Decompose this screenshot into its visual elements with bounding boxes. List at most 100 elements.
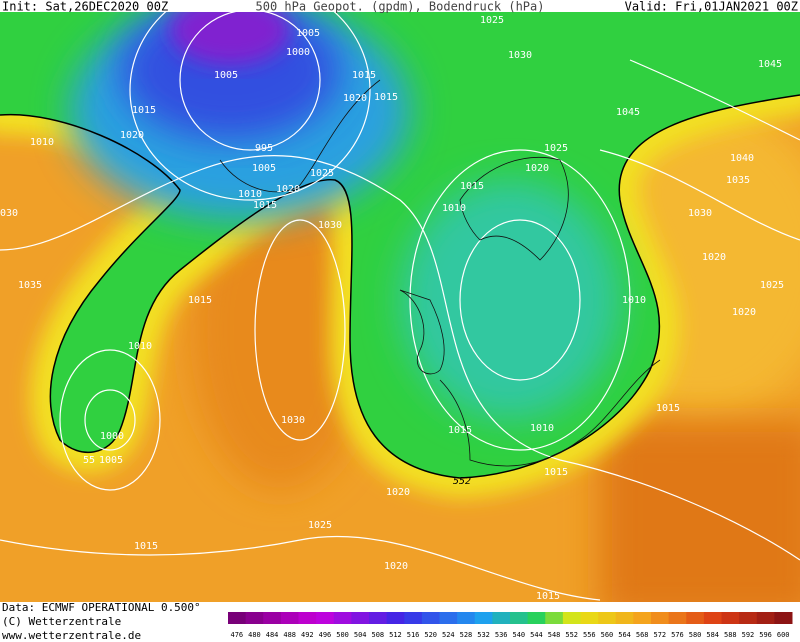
contour-label: 1000 — [286, 47, 310, 58]
contour-label: 1010 — [442, 203, 466, 214]
contour-label: 1015 — [253, 200, 277, 211]
colorbar-cell — [527, 612, 546, 624]
colorbar-cell — [263, 612, 282, 624]
colorbar-cell — [280, 612, 299, 624]
colorbar-label: 544 — [530, 631, 543, 639]
colorbar-label: 600 — [777, 631, 790, 639]
contour-label: 1000 — [100, 431, 124, 442]
colorbar-cell — [333, 612, 352, 624]
colorbar-label: 576 — [671, 631, 684, 639]
contour-label: 1025 — [760, 280, 784, 291]
colorbar-cell — [298, 612, 317, 624]
colorbar-label: 548 — [548, 631, 561, 639]
colorbar-cell — [615, 612, 634, 624]
map-title: 500 hPa Geopot. (gpdm), Bodendruck (hPa) — [256, 0, 545, 14]
colorbar-cell — [562, 612, 581, 624]
colorbar-label: 540 — [512, 631, 525, 639]
contour-label: 1005 — [99, 455, 123, 466]
contour-label: 1020 — [386, 487, 410, 498]
contour-label: 1010 — [622, 295, 646, 306]
colorbar-label: 528 — [460, 631, 473, 639]
colorbar-cell — [351, 612, 370, 624]
contour-label: 1020 — [525, 163, 549, 174]
colorbar-label: 532 — [477, 631, 490, 639]
contour-label: 1020 — [732, 307, 756, 318]
copyright: (C) Wetterzentrale — [2, 615, 121, 628]
colorbar-cell — [668, 612, 687, 624]
contour-label: 1005 — [252, 163, 276, 174]
contour-label: 1015 — [448, 425, 472, 436]
colorbar-label: 524 — [442, 631, 455, 639]
data-source: Data: ECMWF OPERATIONAL 0.500° — [2, 601, 201, 614]
colorbar-cell — [404, 612, 423, 624]
init-time: Init: Sat,26DEC2020 00Z — [2, 0, 168, 14]
website: www.wetterzentrale.de — [2, 629, 141, 642]
colorbar-label: 568 — [636, 631, 649, 639]
colorbar-label: 476 — [230, 631, 243, 639]
contour-label: 1030 — [508, 50, 532, 61]
valid-time: Valid: Fri,01JAN2021 00Z — [625, 0, 798, 14]
colorbar-cell — [686, 612, 705, 624]
colorbar-cell — [316, 612, 335, 624]
colorbar-cell — [721, 612, 740, 624]
colorbar-label: 592 — [742, 631, 755, 639]
colorbar-label: 484 — [266, 631, 279, 639]
colorbar-cell — [369, 612, 388, 624]
colorbar-label: 580 — [689, 631, 702, 639]
colorbar-label: 480 — [248, 631, 261, 639]
colorbar-label: 488 — [283, 631, 296, 639]
colorbar-cell — [633, 612, 652, 624]
contour-label: 1020 — [384, 561, 408, 572]
colorbar-cell — [756, 612, 775, 624]
colorbar-cell — [386, 612, 405, 624]
colorbar-cell — [580, 612, 599, 624]
colorbar-cell — [774, 612, 793, 624]
contour-label: 1010 — [128, 341, 152, 352]
contour-label: 1015 — [134, 541, 158, 552]
contour-label: 1030 — [281, 415, 305, 426]
colorbar-cell — [439, 612, 458, 624]
colorbar-cell — [739, 612, 758, 624]
colorbar-cell — [598, 612, 617, 624]
colorbar-cell — [245, 612, 264, 624]
contour-label: 1020 — [276, 184, 300, 195]
contour-label: 1030 — [688, 208, 712, 219]
colorbar-label: 500 — [336, 631, 349, 639]
contour-label: 995 — [255, 143, 273, 154]
colorbar-cell — [421, 612, 440, 624]
colorbar-cell — [457, 612, 476, 624]
coastlines — [219, 79, 661, 467]
contour-label: 1015 — [536, 591, 560, 602]
contour-label: 55 — [83, 455, 95, 466]
contour-label: 1025 — [544, 143, 568, 154]
colorbar-label: 516 — [407, 631, 420, 639]
contour-label: 1025 — [310, 168, 334, 179]
colorbar-label: 556 — [583, 631, 596, 639]
colorbar-cell — [703, 612, 722, 624]
colorbar-label: 512 — [389, 631, 402, 639]
contour-label: 1030 — [0, 208, 18, 219]
contour-label: 1005 — [214, 70, 238, 81]
contour-label: 1015 — [188, 295, 212, 306]
contour-label: 1040 — [730, 153, 754, 164]
colorbar-label: 588 — [724, 631, 737, 639]
colorbar-label: 504 — [354, 631, 367, 639]
colorbar-cell — [228, 612, 247, 624]
colorbar-cell — [545, 612, 564, 624]
contour-label: 1045 — [758, 59, 782, 70]
contour-label: 1010 — [238, 189, 262, 200]
contour-label: 1025 — [480, 15, 504, 26]
map-field — [0, 12, 800, 602]
isobars — [0, 12, 800, 601]
contour-label: 1015 — [132, 105, 156, 116]
colorbar-label: 596 — [759, 631, 772, 639]
colorbar-cell — [651, 612, 670, 624]
contour-label: 1015 — [656, 403, 680, 414]
contour-label: 1015 — [544, 467, 568, 478]
colorbar-label: 552 — [565, 631, 578, 639]
contour-label: 1010 — [530, 423, 554, 434]
colorbar-cell — [492, 612, 511, 624]
contour-label: 1035 — [726, 175, 750, 186]
